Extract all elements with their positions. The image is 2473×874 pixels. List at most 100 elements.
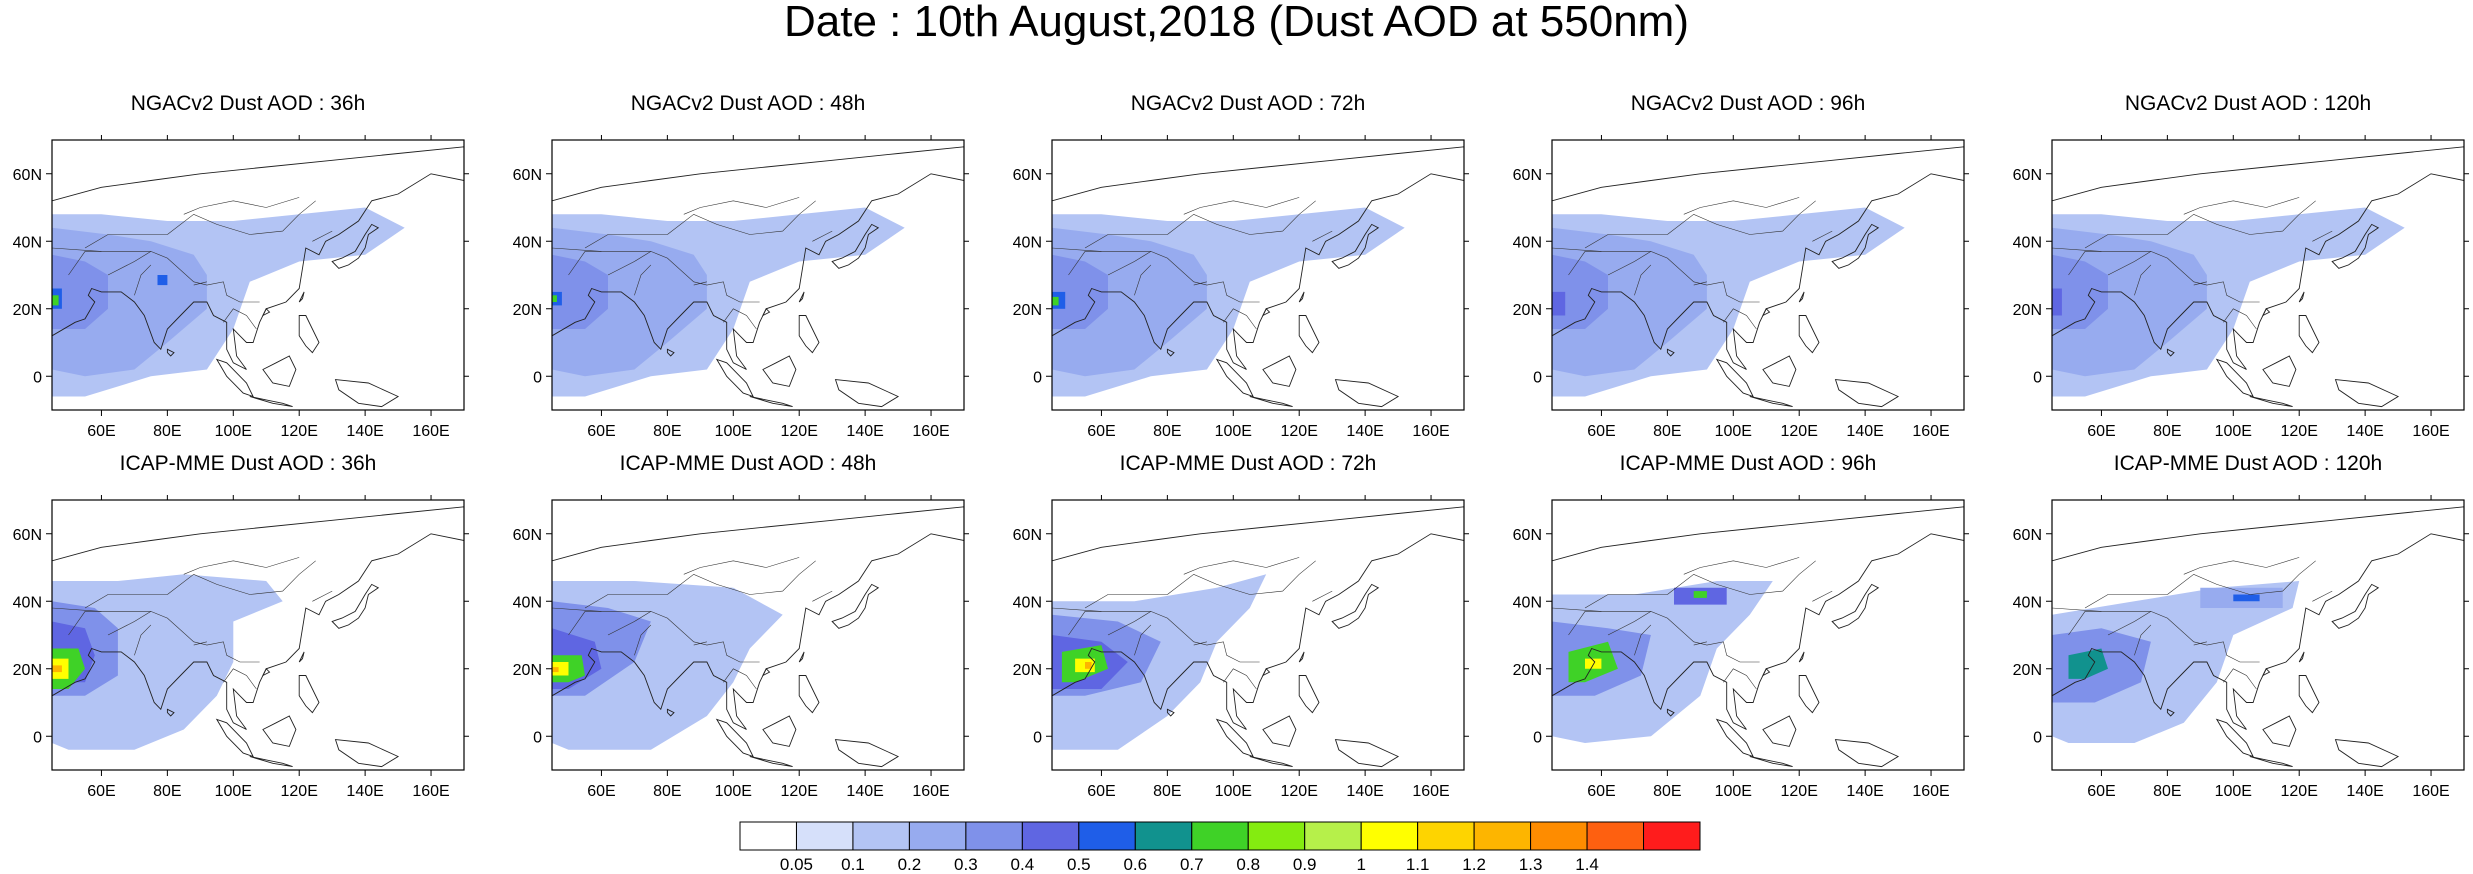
country-border: [1607, 611, 1652, 636]
country-border: [2183, 557, 2300, 575]
x-tick-label: 60E: [87, 783, 115, 800]
map-panel-ngacv2-120h: NGACv2 Dust AOD : 120h 60E 80E 100E 120E 140…: [2000, 92, 2470, 452]
x-tick-label: 60E: [2087, 783, 2115, 800]
panel-title: NGACv2 Dust AOD : 120h: [2124, 92, 2372, 115]
coastline: [1298, 315, 1320, 354]
colorbar-swatch: [1304, 821, 1362, 851]
coastline: [2298, 291, 2305, 303]
colorbar-label: 0.4: [1011, 855, 1035, 874]
coastline: [552, 506, 964, 730]
x-tick-label: 160E: [1412, 423, 1449, 440]
country-border: [812, 590, 833, 602]
country-border: [1607, 251, 1652, 276]
aod-shade: [1052, 296, 1059, 306]
x-tick-label: 120E: [781, 783, 818, 800]
country-border: [1183, 197, 1300, 215]
country-border: [68, 251, 102, 276]
country-border: [1693, 281, 1707, 286]
x-tick-label: 160E: [2412, 783, 2449, 800]
coastline: [834, 379, 900, 408]
colorbar-swatch: [1643, 821, 1701, 851]
coastline: [298, 291, 305, 303]
colorbar-label: 1.1: [1406, 855, 1430, 874]
coastline: [1762, 355, 1797, 387]
coastline: [1215, 358, 1254, 398]
country-border: [2312, 230, 2333, 242]
country-border: [134, 624, 152, 656]
colorbar-label: 0.05: [780, 855, 813, 874]
country-border: [193, 281, 207, 286]
y-tick-label: 20N: [2013, 302, 2042, 319]
map-svg: 60E 80E 100E 120E 140E 160E 60N 40N 20N 0: [13, 495, 469, 800]
coastline: [2262, 715, 2297, 747]
colorbar-label: 0.8: [1236, 855, 1260, 874]
country-border: [1723, 308, 1757, 330]
country-border: [312, 230, 333, 242]
x-tick-label: 100E: [1715, 423, 1752, 440]
country-border: [107, 251, 152, 276]
coastline: [2215, 718, 2254, 758]
x-tick-label: 120E: [1781, 423, 1818, 440]
aod-shade: [2233, 594, 2260, 602]
country-border: [1183, 557, 1300, 575]
map-frame: [1051, 499, 1465, 771]
x-tick-label: 160E: [1912, 423, 1949, 440]
country-border: [1683, 557, 1800, 575]
coastline: [1798, 315, 1820, 354]
country-border: [1084, 234, 1168, 249]
y-tick-label: 40N: [513, 234, 542, 251]
coastline: [2052, 146, 2464, 370]
country-border: [1812, 590, 1833, 602]
coastline: [261, 308, 271, 317]
country-border: [1312, 230, 1333, 242]
y-tick-label: 60N: [513, 527, 542, 544]
panel-title: ICAP-MME Dust AOD : 96h: [1619, 452, 1877, 475]
country-border: [2107, 611, 2152, 636]
country-border: [2134, 264, 2152, 296]
aod-colorbar: 0.05 0.1 0.2 0.3 0.4 0.5 0.6 0.7 0.8 0.9 1 1.1 1.2 1.…: [739, 821, 1701, 874]
colorbar-label: 1.3: [1519, 855, 1543, 874]
coastline: [2331, 583, 2380, 629]
colorbar-swatch: [1586, 821, 1645, 851]
colorbar-swatch: [1078, 821, 1136, 851]
y-tick-label: 40N: [1013, 594, 1042, 611]
coastline: [715, 358, 754, 398]
coastline: [1798, 291, 1805, 303]
coastline: [762, 715, 797, 747]
aod-shade: [1552, 291, 1566, 316]
y-tick-label: 0: [1533, 729, 1542, 746]
aod-shade: [2052, 254, 2108, 329]
x-tick-label: 100E: [215, 783, 252, 800]
coastline: [261, 668, 271, 677]
coastline: [715, 718, 754, 758]
figure-title: Date : 10th August,2018 (Dust AOD at 550…: [784, 0, 1689, 46]
coastline: [1666, 708, 1675, 717]
y-tick-label: 60N: [1013, 527, 1042, 544]
coastline: [2334, 379, 2400, 408]
y-tick-label: 0: [2033, 369, 2042, 386]
coastline: [1715, 358, 1754, 398]
x-tick-label: 160E: [412, 783, 449, 800]
x-tick-label: 140E: [1346, 423, 1383, 440]
aod-shade: [552, 667, 559, 673]
coastline: [2334, 739, 2400, 768]
country-border: [2084, 234, 2168, 249]
coastline: [1298, 291, 1305, 303]
coastline: [215, 358, 254, 398]
country-border: [1584, 234, 1668, 249]
x-tick-label: 80E: [153, 783, 181, 800]
aod-shade: [52, 665, 62, 673]
y-tick-label: 60N: [2013, 167, 2042, 184]
y-tick-label: 60N: [2013, 527, 2042, 544]
coastline: [1262, 715, 1297, 747]
country-border: [634, 264, 652, 296]
country-border: [2107, 251, 2152, 276]
country-border: [634, 624, 652, 656]
x-tick-label: 80E: [2153, 783, 2181, 800]
map-frame: [1051, 139, 1465, 411]
coastline: [298, 315, 320, 354]
x-tick-label: 120E: [1281, 423, 1318, 440]
map-svg: 60E 80E 100E 120E 140E 160E 60N 40N 20N 0: [1013, 135, 1469, 440]
colorbar-label: 0.3: [954, 855, 978, 874]
coastline: [831, 583, 880, 629]
